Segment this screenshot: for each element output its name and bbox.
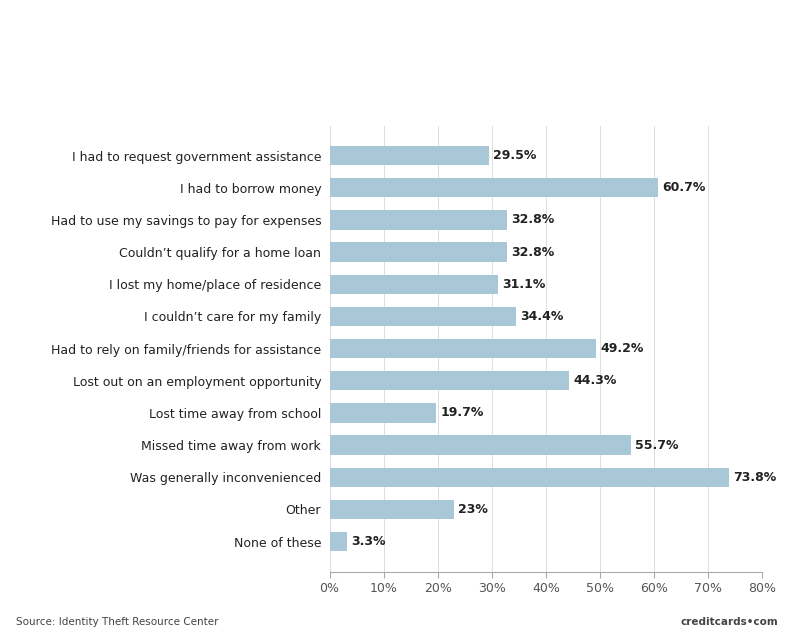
Bar (330, 178, 658, 197)
Text: 44.3%: 44.3% (573, 374, 617, 387)
Bar (330, 436, 630, 455)
Bar (330, 210, 507, 230)
Text: 73.8%: 73.8% (733, 471, 777, 484)
Bar (330, 532, 347, 551)
Bar (330, 243, 507, 262)
Text: 3.3%: 3.3% (352, 535, 386, 548)
Text: 31.1%: 31.1% (502, 277, 545, 291)
Text: 32.8%: 32.8% (511, 213, 554, 227)
Text: 32.8%: 32.8% (511, 246, 554, 258)
Bar (330, 307, 515, 326)
Bar (330, 371, 569, 391)
Text: 23%: 23% (458, 503, 488, 516)
Bar (330, 403, 436, 422)
Bar (330, 467, 729, 487)
Text: 19.7%: 19.7% (441, 406, 484, 420)
Bar (330, 146, 489, 165)
Text: Americans' expenses/disruptions as a result of
criminal activity in their name [: Americans' expenses/disruptions as a res… (270, 39, 794, 87)
Text: 29.5%: 29.5% (493, 149, 537, 162)
Text: creditcards•com: creditcards•com (680, 617, 778, 627)
Bar (330, 275, 498, 294)
Bar (330, 339, 596, 358)
Text: 34.4%: 34.4% (520, 310, 563, 323)
Bar (330, 500, 454, 519)
Text: Source: Identity Theft Resource Center: Source: Identity Theft Resource Center (16, 617, 218, 627)
Text: 49.2%: 49.2% (600, 342, 643, 355)
Text: 60.7%: 60.7% (662, 182, 706, 194)
Text: 55.7%: 55.7% (635, 439, 679, 451)
